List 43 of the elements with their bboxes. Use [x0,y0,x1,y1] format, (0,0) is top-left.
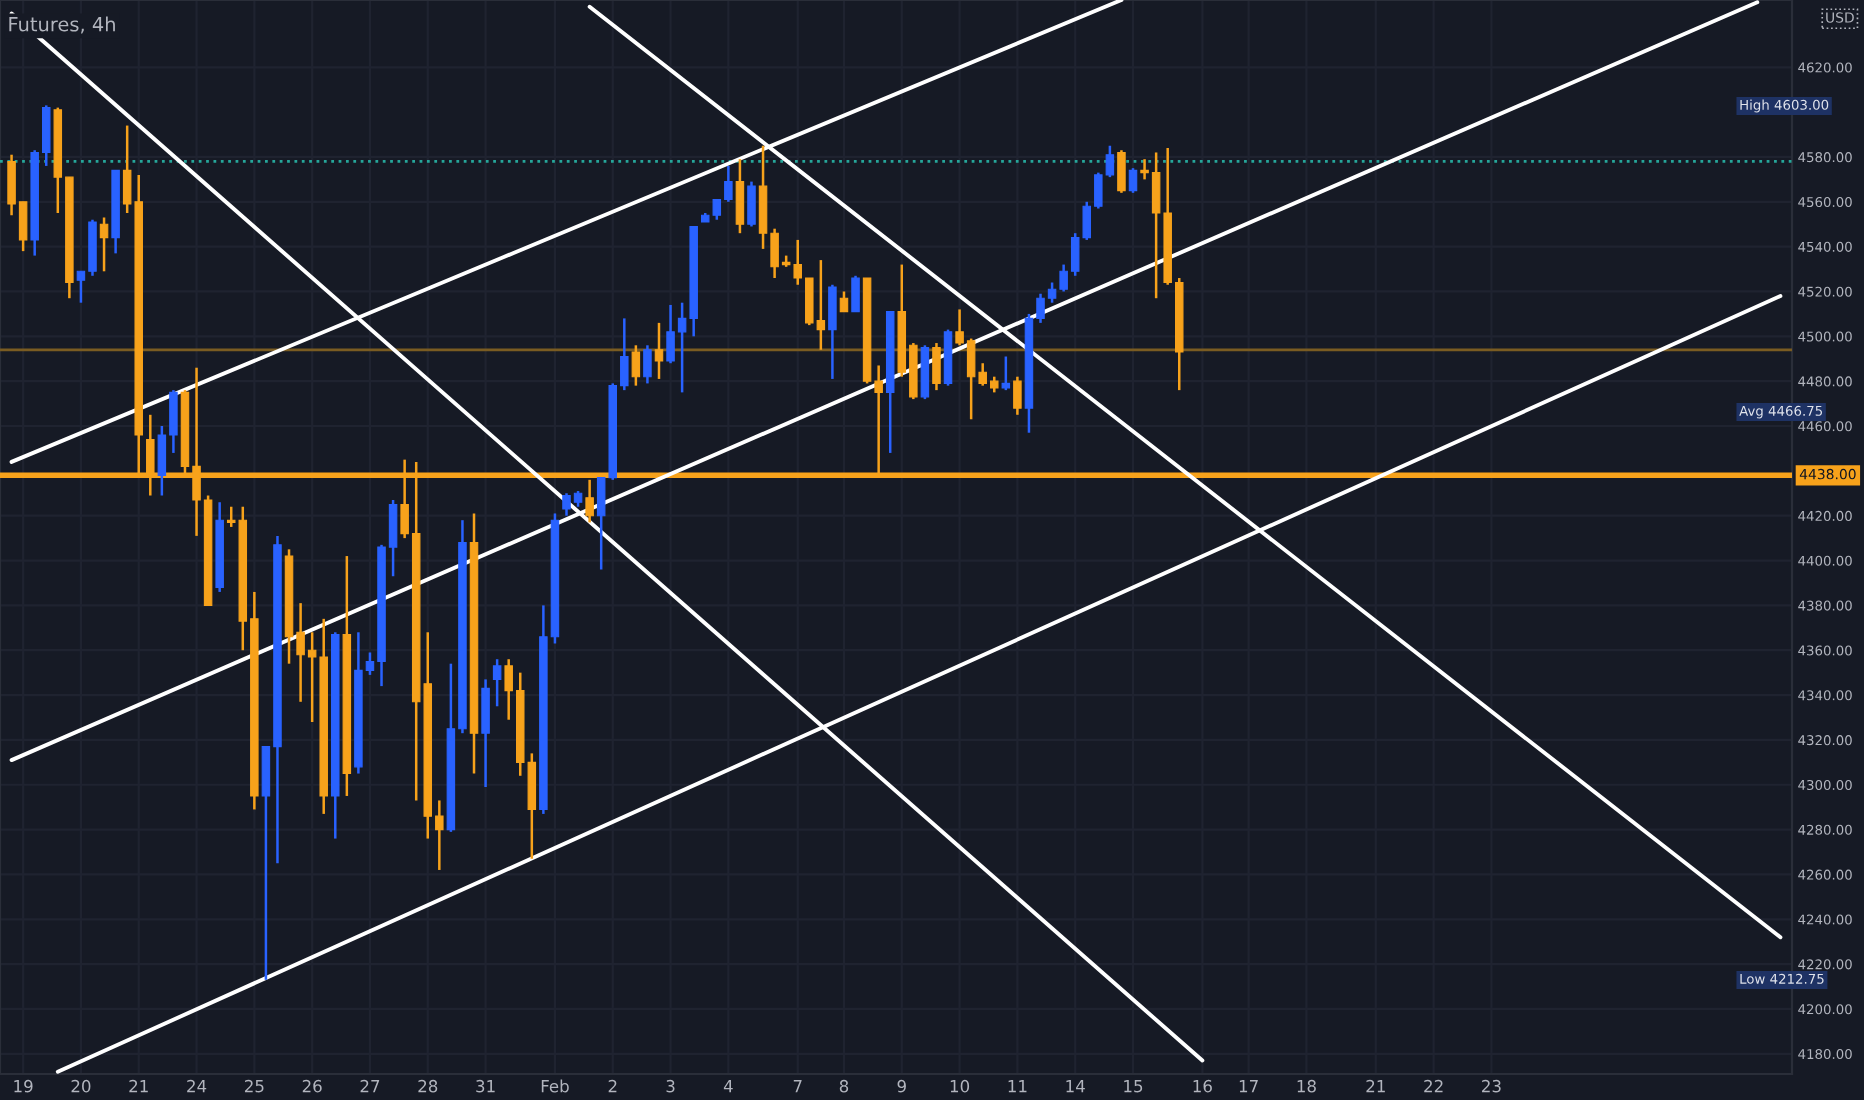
x-tick-label: 14 [1066,1080,1085,1093]
x-tick-label: 4 [723,1080,733,1093]
x-tick-label: 3 [666,1079,675,1093]
candlestick [839,290,849,313]
x-tick-label: 26 [302,1079,322,1093]
candlestick [631,344,641,387]
x-tick-label: 10 [950,1079,970,1093]
candlestick [643,344,652,385]
x-tick-label: Feb [541,1079,569,1093]
candlestick [1117,148,1126,195]
x-tick-label: 20 [71,1079,91,1093]
x-tick-label: 11 [1008,1080,1027,1093]
x-tick-label: 21 [1366,1079,1385,1093]
x-tick-label: 18 [1297,1079,1316,1093]
x-tick-label: 2 [608,1079,617,1093]
candlestick [735,157,745,235]
candlestick [1013,375,1022,417]
x-tick-label: 7 [793,1080,802,1093]
candlestick [1001,355,1011,392]
candlestick [932,341,941,392]
candlestick [481,678,490,789]
x-tick-label: 21 [129,1079,148,1093]
x-tick-label: 8 [839,1079,849,1093]
candlestick [851,274,860,313]
candlestick [99,216,109,273]
candlestick [828,283,837,381]
x-tick-label: 9 [897,1079,906,1093]
x-tick-label: 31 [476,1079,495,1093]
x-tick-label: 27 [360,1079,380,1093]
x-tick-label: 24 [187,1079,207,1093]
x-tick-label: 25 [244,1079,264,1093]
x-tick-label: 19 [14,1079,33,1093]
x-tick-label: 28 [418,1079,438,1093]
candlestick [747,180,756,228]
candlestick [1128,166,1138,195]
x-tick-label: 15 [1124,1080,1143,1093]
x-tick-label: 22 [1424,1079,1443,1093]
x-tick-label: 17 [1239,1080,1258,1093]
candlestick [492,657,502,708]
x-tick-label: 23 [1482,1079,1501,1093]
candlestick [654,321,664,381]
text: Futures, 4h [9,16,115,34]
x-tick-label: 16 [1193,1079,1212,1093]
